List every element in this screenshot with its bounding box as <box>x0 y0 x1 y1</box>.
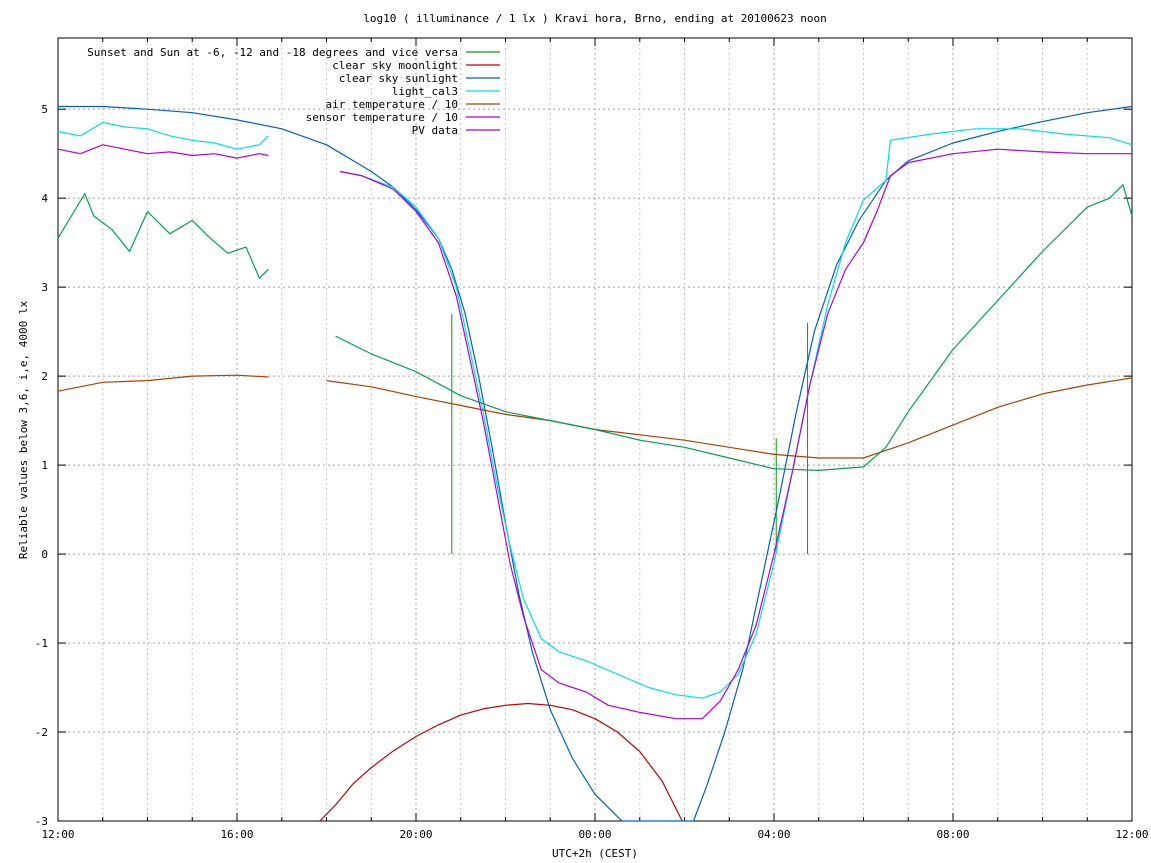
x-tick-label: 20:00 <box>399 828 432 841</box>
legend-label: sensor temperature / 10 <box>306 111 458 124</box>
series-clear-sky-sunlight <box>58 105 1133 822</box>
legend: Sunset and Sun at -6, -12 and -18 degree… <box>87 46 500 137</box>
y-tick-label: 5 <box>41 103 48 116</box>
y-tick-label: 1 <box>41 459 48 472</box>
y-tick-label: 0 <box>41 548 48 561</box>
series-line <box>57 193 269 279</box>
x-axis-label: UTC+2h (CEST) <box>552 847 638 860</box>
y-tick-label: -2 <box>35 726 48 739</box>
legend-label: light_cal3 <box>392 85 458 98</box>
series-line <box>57 374 269 392</box>
y-tick-label: 2 <box>41 370 48 383</box>
legend-label: clear sky moonlight <box>332 59 458 72</box>
series-line <box>58 105 1133 822</box>
y-tick-label: 3 <box>41 281 48 294</box>
series-green-light-log10-sensor-unlabelled-trace <box>57 184 1133 471</box>
series-line <box>339 148 1132 720</box>
series-line <box>339 128 1133 699</box>
x-tick-label: 00:00 <box>578 828 611 841</box>
legend-label: clear sky sunlight <box>339 72 458 85</box>
series-light-cal3 <box>57 121 1133 699</box>
grid <box>57 38 1133 822</box>
legend-label: PV data <box>412 124 458 137</box>
x-tick-label: 12:00 <box>1115 828 1148 841</box>
series-sensor-temperature-10 <box>57 144 1132 720</box>
chart-title: log10 ( illuminance / 1 lx ) Kravi hora,… <box>363 12 827 25</box>
series-air-temperature-10 <box>57 374 1133 459</box>
series-clear-sky-moonlight <box>319 702 683 822</box>
series-line <box>319 702 683 822</box>
y-tick-label: -3 <box>35 815 48 828</box>
x-tick-label: 16:00 <box>220 828 253 841</box>
x-tick-label: 08:00 <box>936 828 969 841</box>
y-tick-label: 4 <box>41 192 48 205</box>
y-tick-label: -1 <box>35 637 48 650</box>
series-line <box>57 121 269 150</box>
y-axis-label: Reliable values below 3,6, i,e, 4000 lx <box>17 300 30 559</box>
series <box>57 105 1133 822</box>
legend-label: Sunset and Sun at -6, -12 and -18 degree… <box>87 46 458 59</box>
series-line <box>57 144 269 159</box>
series-line <box>335 184 1133 471</box>
x-tick-label: 04:00 <box>757 828 790 841</box>
x-tick-label: 12:00 <box>41 828 74 841</box>
axis-ticks: -3 -2 -1 0 1 2 3 4 5 12:00 16:00 20:00 00:00 04:00 08:… <box>35 38 1149 841</box>
legend-label: air temperature / 10 <box>326 98 458 111</box>
series-line <box>326 377 1133 459</box>
